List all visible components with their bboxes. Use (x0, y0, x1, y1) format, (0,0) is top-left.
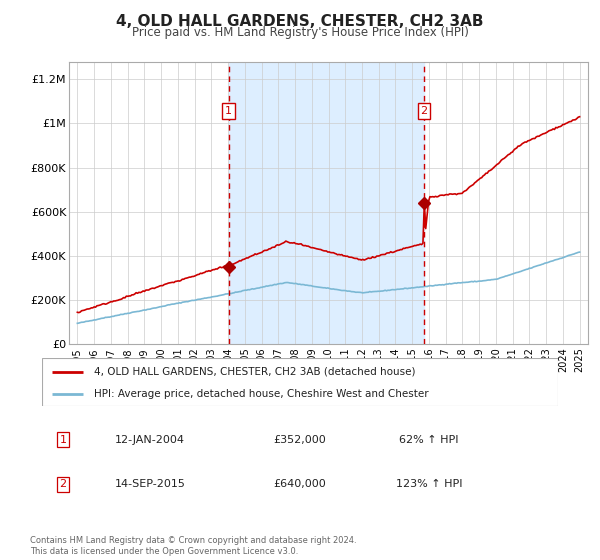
Text: £640,000: £640,000 (274, 479, 326, 489)
Text: 14-SEP-2015: 14-SEP-2015 (115, 479, 185, 489)
Text: 1: 1 (59, 435, 67, 445)
Text: 2: 2 (59, 479, 67, 489)
Text: 4, OLD HALL GARDENS, CHESTER, CH2 3AB: 4, OLD HALL GARDENS, CHESTER, CH2 3AB (116, 14, 484, 29)
Text: 4, OLD HALL GARDENS, CHESTER, CH2 3AB (detached house): 4, OLD HALL GARDENS, CHESTER, CH2 3AB (d… (94, 367, 415, 377)
Bar (229, 62, 424, 344)
Text: 2: 2 (421, 106, 428, 116)
Text: Price paid vs. HM Land Registry's House Price Index (HPI): Price paid vs. HM Land Registry's House … (131, 26, 469, 39)
FancyBboxPatch shape (42, 358, 558, 406)
Text: HPI: Average price, detached house, Cheshire West and Chester: HPI: Average price, detached house, Ches… (94, 389, 428, 399)
Text: 1: 1 (225, 106, 232, 116)
Text: 12-JAN-2004: 12-JAN-2004 (115, 435, 185, 445)
Text: 62% ↑ HPI: 62% ↑ HPI (399, 435, 459, 445)
Text: £352,000: £352,000 (274, 435, 326, 445)
Text: Contains HM Land Registry data © Crown copyright and database right 2024.
This d: Contains HM Land Registry data © Crown c… (30, 536, 356, 556)
Text: 123% ↑ HPI: 123% ↑ HPI (396, 479, 462, 489)
